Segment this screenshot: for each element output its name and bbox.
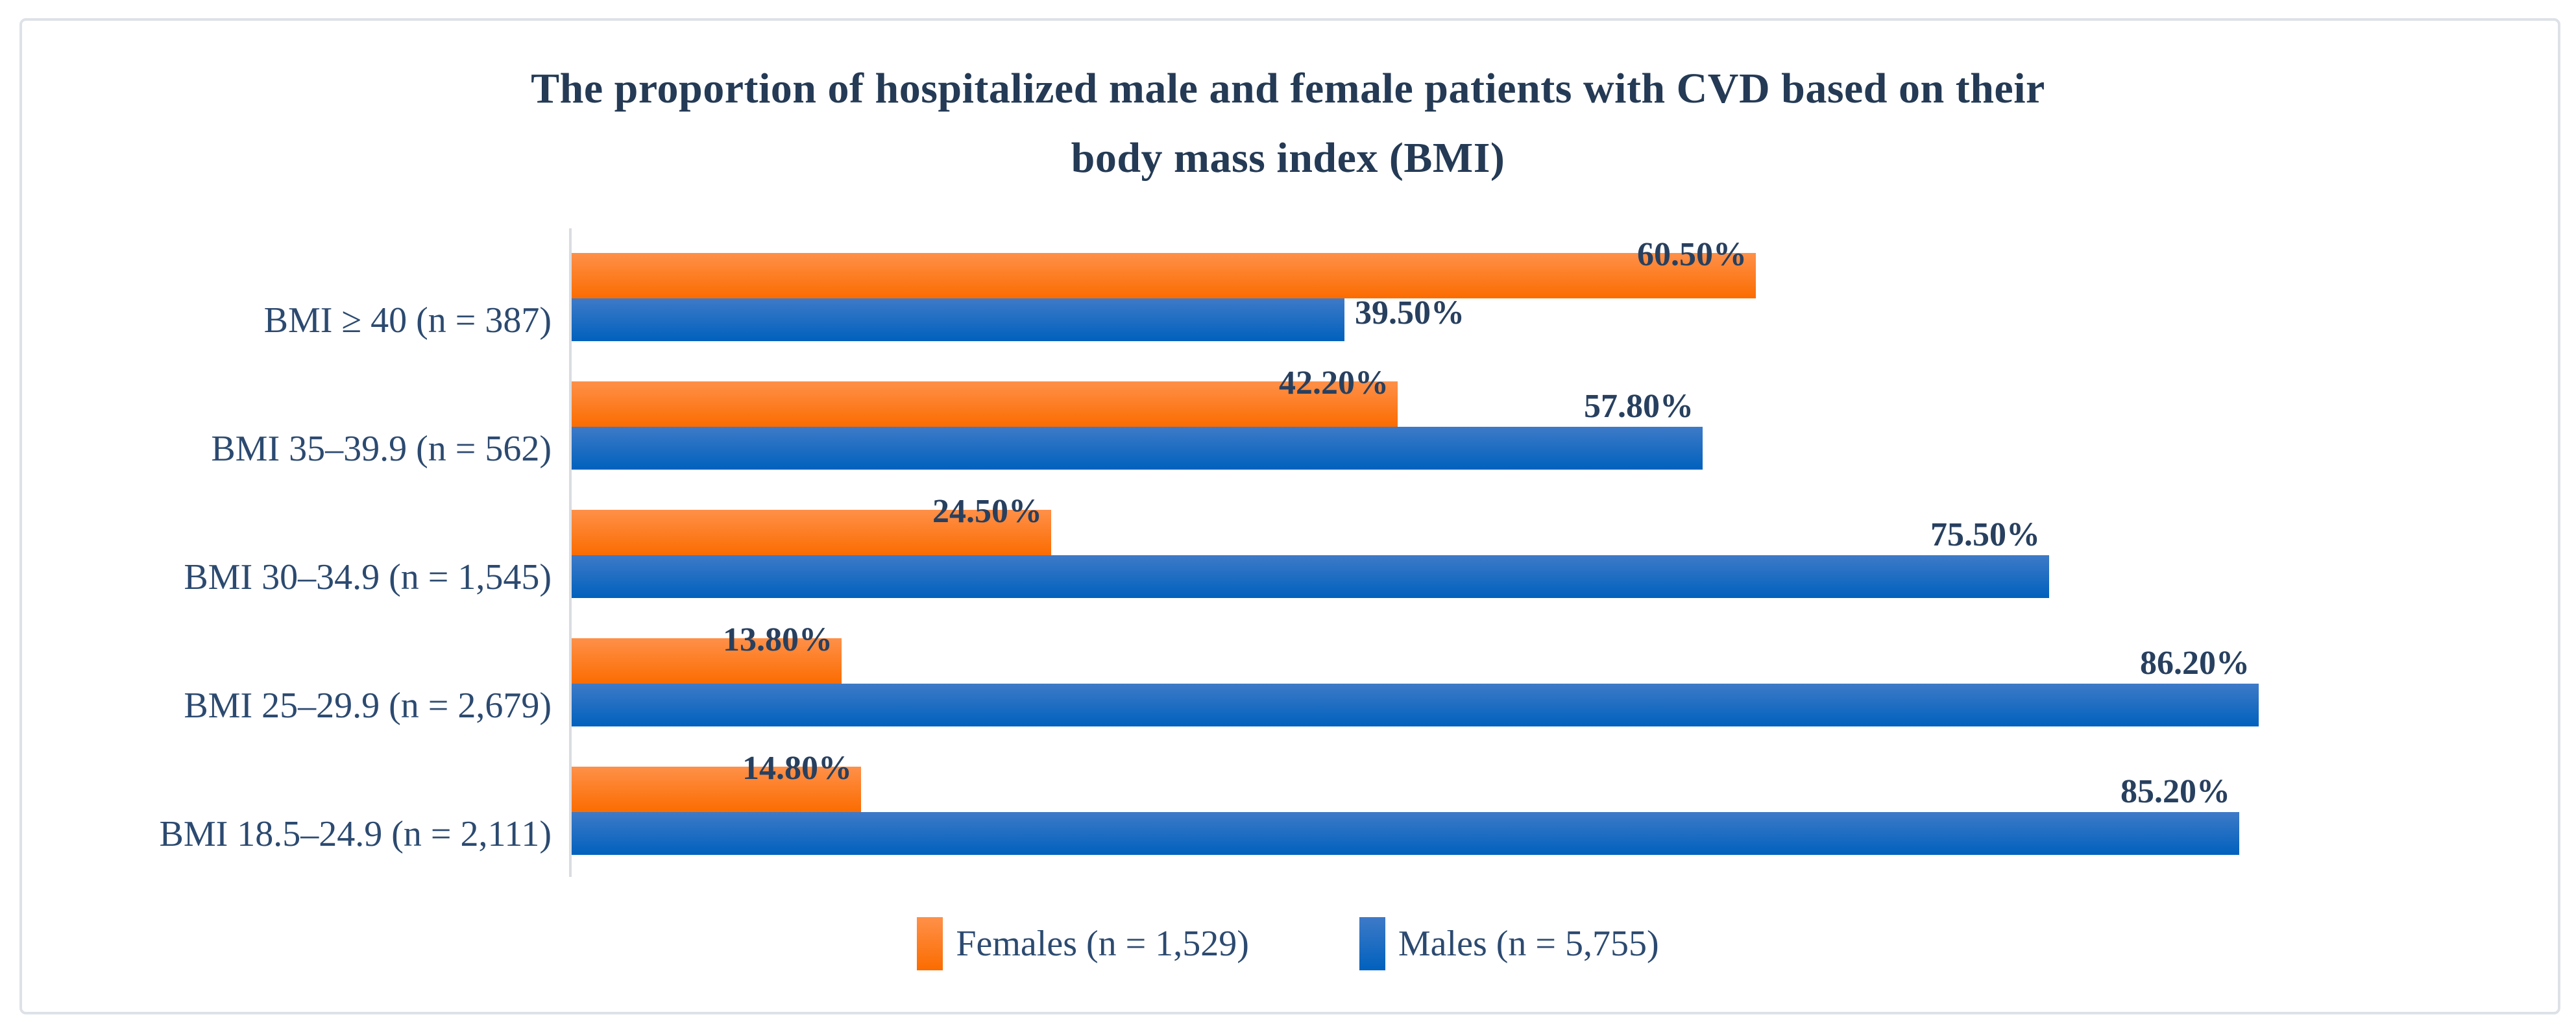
data-label-females: 24.50% [932, 493, 1042, 530]
legend: Females (n = 1,529) Males (n = 5,755) [0, 917, 2576, 970]
bar-males [572, 684, 2259, 726]
bar-males [572, 555, 2049, 598]
bar-males [572, 298, 1344, 341]
bar-females [572, 767, 861, 812]
data-label-males: 39.50% [1355, 294, 1464, 331]
category-label: BMI ≥ 40 (n = 387) [263, 300, 552, 341]
data-label-males: 75.50% [1930, 516, 2040, 553]
males-swatch-icon [1359, 917, 1385, 970]
bar-females [572, 253, 1756, 298]
chart-title-line1: The proportion of hospitalized male and … [531, 65, 2045, 112]
data-label-males: 86.20% [2140, 645, 2250, 682]
chart-title-line2: body mass index (BMI) [1071, 134, 1505, 182]
data-label-males: 57.80% [1584, 388, 1694, 425]
legend-label-females: Females (n = 1,529) [956, 924, 1249, 964]
chart-title: The proportion of hospitalized male and … [0, 54, 2576, 193]
legend-item-males: Males (n = 5,755) [1359, 917, 1659, 970]
category-label: BMI 18.5–24.9 (n = 2,111) [159, 814, 552, 854]
bar-females [572, 381, 1398, 427]
bar-males [572, 427, 1703, 470]
bar-females [572, 510, 1051, 555]
females-swatch-icon [917, 917, 943, 970]
legend-item-females: Females (n = 1,529) [917, 917, 1249, 970]
data-label-males: 85.20% [2120, 773, 2230, 810]
bar-females [572, 638, 842, 684]
data-label-females: 14.80% [742, 750, 852, 787]
bar-males [572, 812, 2239, 855]
category-label: BMI 25–29.9 (n = 2,679) [184, 686, 552, 726]
category-axis-line [569, 228, 572, 877]
data-label-females: 13.80% [723, 621, 832, 658]
legend-label-males: Males (n = 5,755) [1398, 924, 1659, 964]
category-label: BMI 35–39.9 (n = 562) [211, 429, 552, 469]
category-label: BMI 30–34.9 (n = 1,545) [184, 557, 552, 597]
data-label-females: 42.20% [1279, 365, 1389, 401]
data-label-females: 60.50% [1637, 236, 1747, 273]
